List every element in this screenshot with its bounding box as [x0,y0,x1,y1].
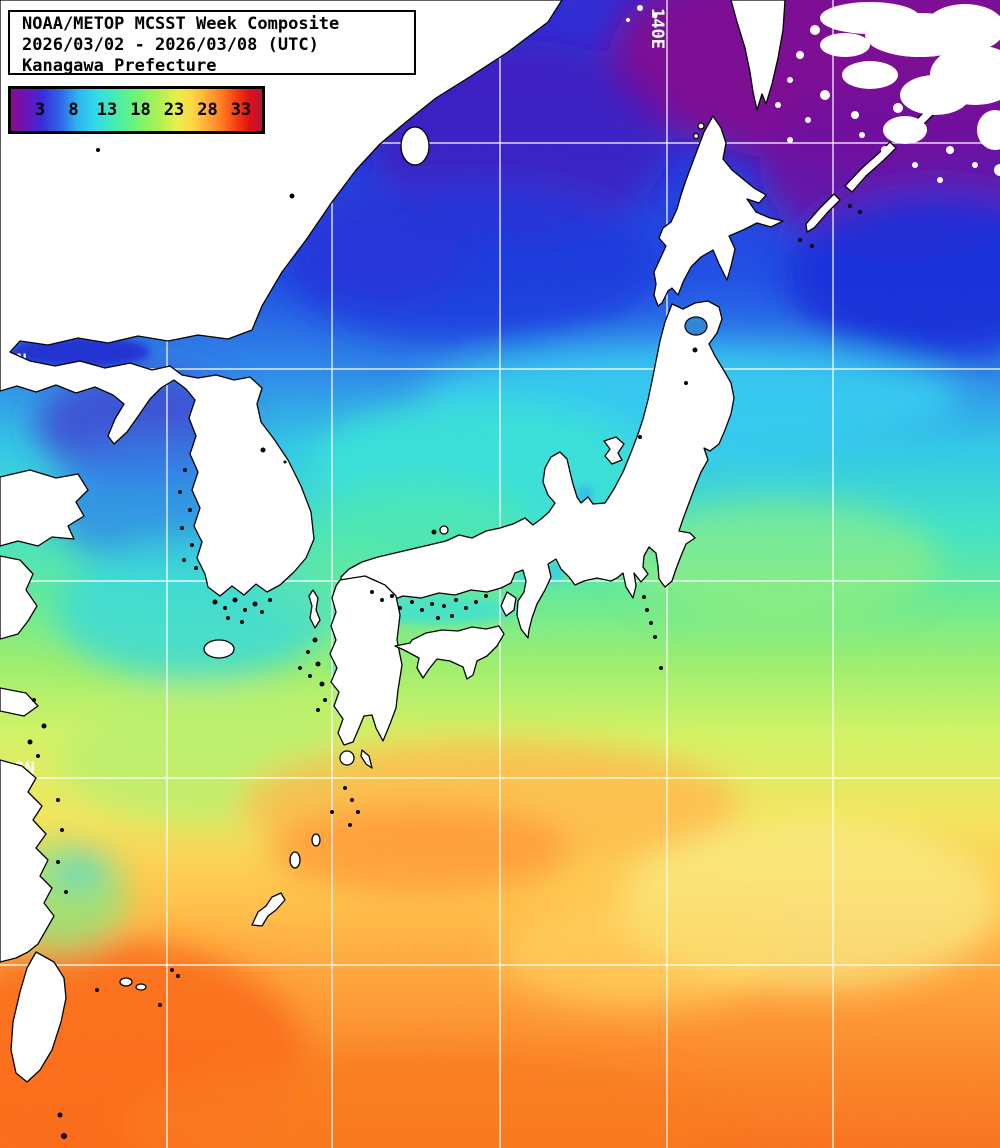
small-islets [27,148,862,1139]
land-honshu [340,300,735,639]
land-okinawa [251,892,286,927]
ryukyu-islands [119,749,373,991]
land-shandong [0,469,89,547]
land-hokkaido [653,115,784,307]
land-mainland-asia-korea [0,0,563,597]
land-yangtze-mouth [0,687,39,717]
colorbar-tick-23: 23 [163,100,185,120]
land-tanegashima [360,749,373,769]
land-zhejiang-fujian-coast [0,759,55,963]
land-rishiri [697,122,705,130]
colorbar-tick-3: 3 [34,100,46,120]
land-kyushu [329,575,403,746]
title-region: Kanagawa Prefecture [22,56,217,76]
colorbar-tick-8: 8 [68,100,79,120]
land-oki [439,525,449,535]
sea-ice [626,2,1000,183]
colorbar-tick-13: 13 [96,100,118,120]
temperature-colorbar: 3 8 13 18 23 28 33 [8,86,265,134]
land-jeju [203,639,235,659]
mutsu-bay [684,316,708,336]
colorbar-tick-18: 18 [130,100,151,120]
title-date-range: 2026/03/02 - 2026/03/08 (UTC) [22,35,319,55]
colorbar-gradient-bar [11,89,262,131]
land-amami [289,851,301,869]
land-sado [603,436,625,465]
land-awaji [500,591,517,617]
land-yakushima [339,750,355,766]
colorbar-tick-33: 33 [230,100,252,120]
lake-khanka [400,126,430,166]
title-box: NOAA/METOP MCSST Week Composite 2026/03/… [8,10,416,76]
land-shikoku [394,625,505,680]
colorbar-ticks: 3 8 13 18 23 28 33 [11,89,262,131]
land-rebun [692,132,700,140]
label-140e: 140E [647,8,667,49]
land-sakhalin [730,0,786,111]
land-masses [0,0,995,1083]
land-tokunoshima [311,833,321,847]
land-jiangsu-coast [0,555,38,640]
land-miyako [119,977,133,987]
title-product: NOAA/METOP MCSST Week Composite [22,14,340,34]
colorbar-tick-28: 28 [197,100,218,120]
land-ishigaki [135,983,147,991]
land-taiwan [10,951,67,1083]
land-tsushima [308,589,321,629]
